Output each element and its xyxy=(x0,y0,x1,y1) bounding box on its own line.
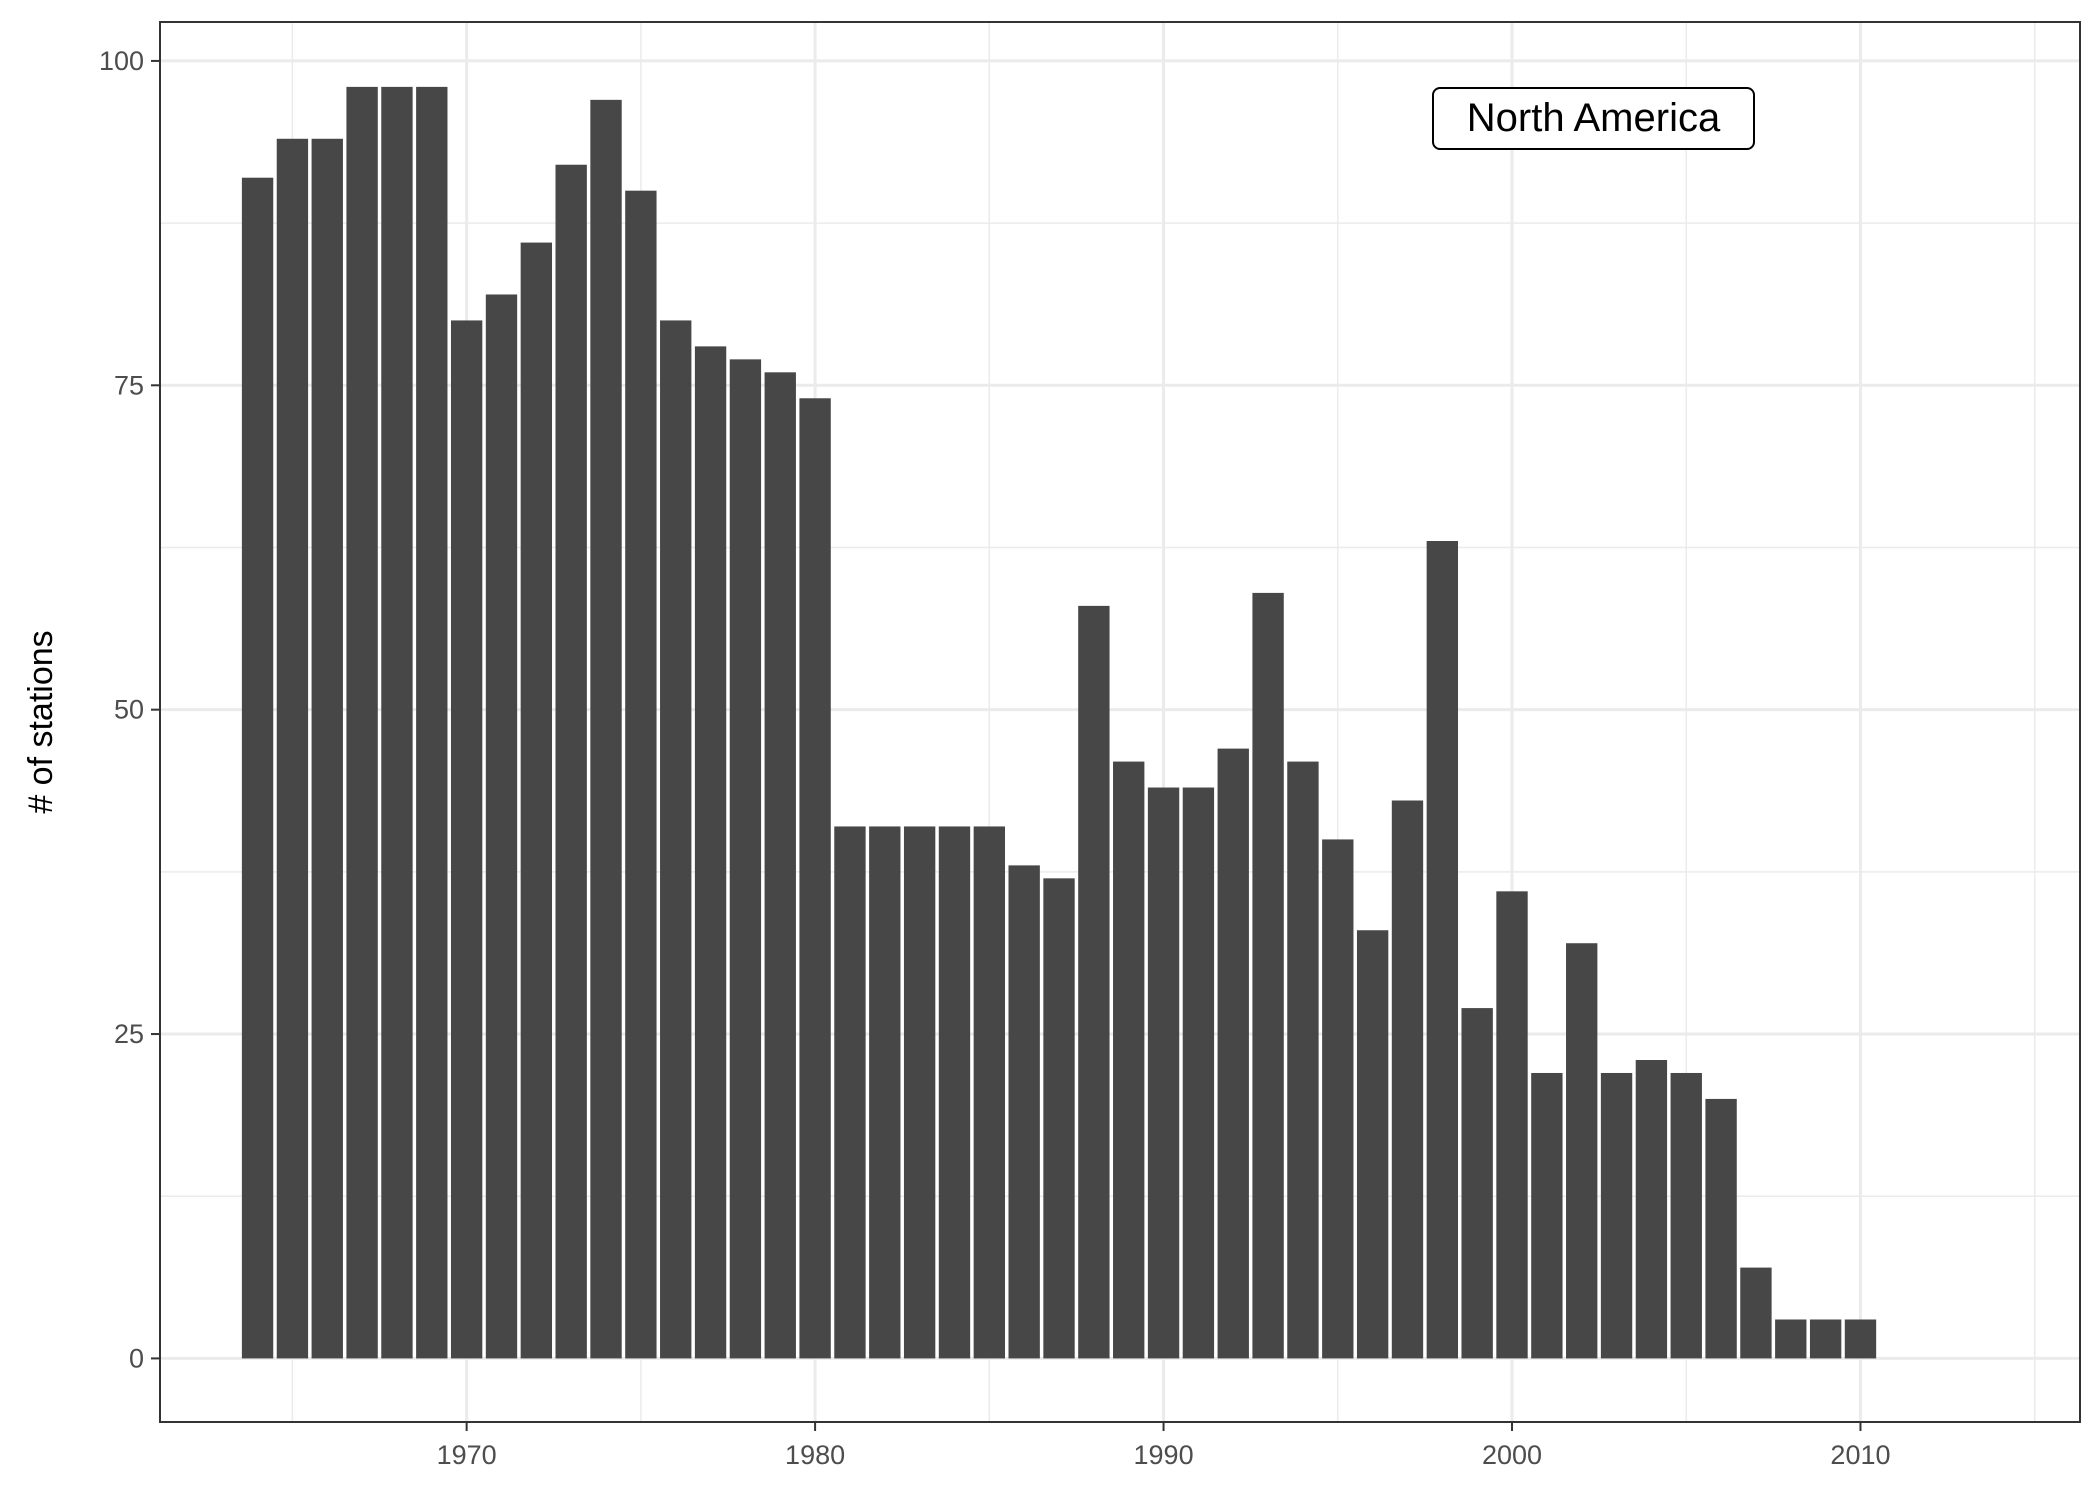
x-tick-label: 2000 xyxy=(1482,1440,1542,1470)
bar-1991 xyxy=(1182,787,1215,1359)
x-tick-label: 2010 xyxy=(1830,1440,1890,1470)
x-tick-label: 1980 xyxy=(785,1440,845,1470)
bar-2005 xyxy=(1670,1072,1702,1359)
bar-1985 xyxy=(973,826,1006,1359)
bar-1966 xyxy=(311,138,343,1359)
bar-1981 xyxy=(834,826,866,1359)
bar-1977 xyxy=(694,346,727,1359)
bar-2001 xyxy=(1531,1072,1563,1359)
bar-1979 xyxy=(764,372,796,1359)
bar-1978 xyxy=(729,359,762,1359)
bar-1982 xyxy=(869,826,901,1359)
plot-border xyxy=(159,21,2081,1423)
bar-1987 xyxy=(1043,878,1075,1359)
bar-1970 xyxy=(450,320,483,1359)
annotation-label: North America xyxy=(1432,87,1755,150)
bar-1986 xyxy=(1008,865,1040,1359)
bar-1996 xyxy=(1356,930,1389,1359)
y-tick-label: 100 xyxy=(99,46,144,76)
bar-1974 xyxy=(590,99,622,1359)
bar-1968 xyxy=(381,86,413,1359)
bar-2010 xyxy=(1844,1319,1877,1359)
bar-1973 xyxy=(555,164,587,1359)
bar-1965 xyxy=(276,138,309,1359)
bar-2008 xyxy=(1775,1319,1807,1359)
bar-1995 xyxy=(1322,839,1354,1359)
bar-2003 xyxy=(1600,1072,1633,1359)
bar-2007 xyxy=(1740,1267,1772,1359)
bar-1984 xyxy=(938,826,971,1359)
y-tick-label: 25 xyxy=(114,1019,144,1049)
bar-2002 xyxy=(1566,943,1598,1359)
bar-1975 xyxy=(625,190,657,1359)
axes: 1970 1980 1990 2000 2010 0 25 50 75 100 xyxy=(99,46,1891,1470)
bar-1993 xyxy=(1252,592,1284,1359)
bar-1969 xyxy=(416,86,448,1359)
bar-1971 xyxy=(485,294,518,1359)
y-tick-label: 0 xyxy=(129,1343,144,1373)
x-tick-label: 1990 xyxy=(1134,1440,1194,1470)
bar-1997 xyxy=(1391,800,1424,1359)
bar-1989 xyxy=(1113,761,1145,1359)
bar-1990 xyxy=(1147,787,1180,1359)
bars xyxy=(241,86,1877,1359)
annotation-text: North America xyxy=(1467,96,1721,140)
bar-2006 xyxy=(1705,1098,1737,1359)
annotation-box xyxy=(1432,87,1755,150)
bar-1994 xyxy=(1287,761,1319,1359)
bar-1980 xyxy=(799,398,831,1359)
bar-1999 xyxy=(1461,1008,1493,1359)
bar-1988 xyxy=(1078,605,1110,1359)
bar-1964 xyxy=(241,177,274,1359)
bar-1992 xyxy=(1217,748,1249,1359)
bar-2000 xyxy=(1496,891,1528,1359)
bar-1972 xyxy=(520,242,553,1359)
y-axis-title: # of stations xyxy=(22,630,60,813)
y-tick-label: 75 xyxy=(114,370,144,400)
bar-1967 xyxy=(346,86,378,1359)
bar-1983 xyxy=(903,826,936,1359)
bar-2009 xyxy=(1809,1319,1842,1359)
bar-1998 xyxy=(1426,540,1459,1359)
x-tick-label: 1970 xyxy=(437,1440,497,1470)
bar-2004 xyxy=(1635,1059,1668,1359)
bar-1976 xyxy=(660,320,692,1359)
y-tick-label: 50 xyxy=(114,695,144,725)
